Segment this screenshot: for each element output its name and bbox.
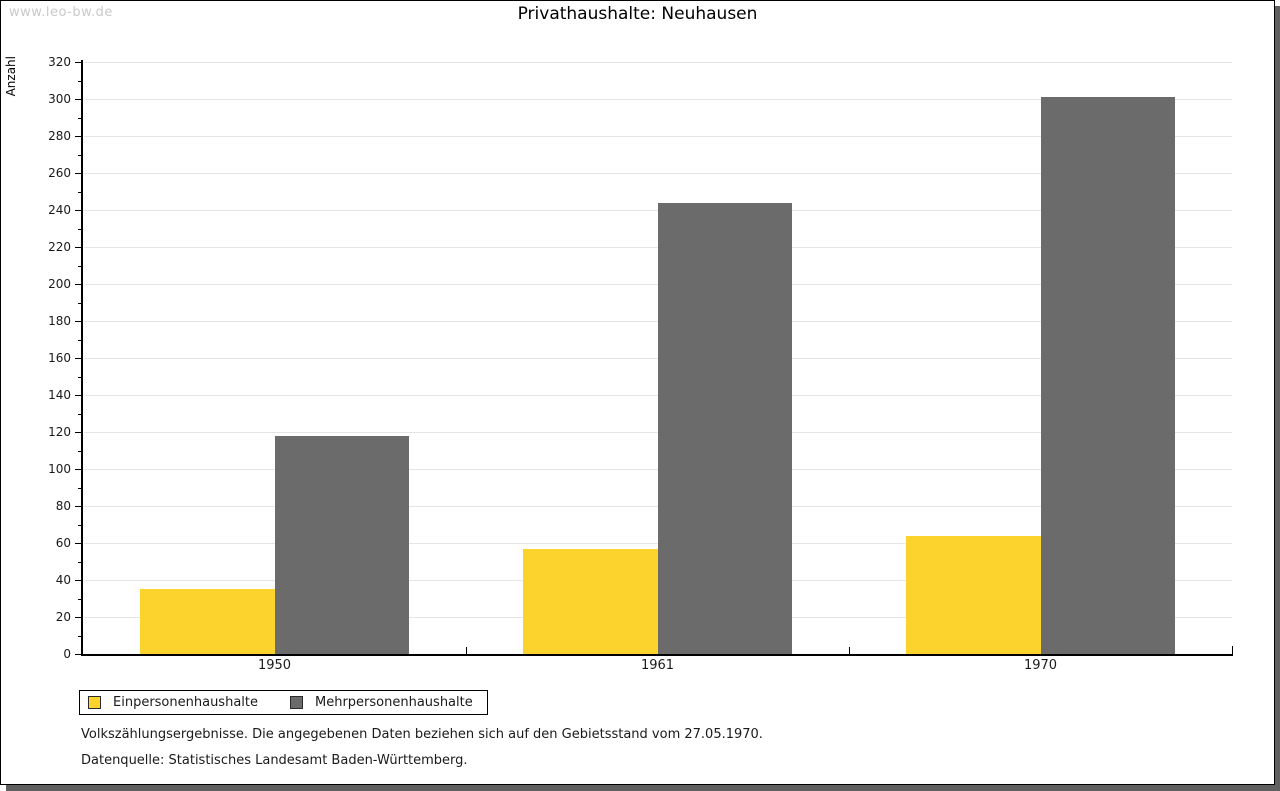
footnote-source-note: Volkszählungsergebnisse. Die angegebenen… [81, 727, 763, 742]
y-axis-minor-tick [78, 155, 82, 156]
y-axis-minor-tick [78, 192, 82, 193]
y-axis-minor-tick [78, 377, 82, 378]
y-axis-tick-label: 100 [48, 462, 71, 476]
y-axis-minor-tick [78, 414, 82, 415]
y-axis-tick-label: 220 [48, 240, 71, 254]
y-axis-tick-label: 320 [48, 55, 71, 69]
y-axis-major-tick [75, 210, 82, 211]
x-axis-end-tick [1232, 646, 1233, 654]
x-axis-category-label: 1970 [1023, 658, 1058, 673]
y-axis-major-tick [75, 284, 82, 285]
legend-label: Mehrpersonenhaushalte [315, 695, 473, 710]
y-gridline [84, 173, 1232, 174]
y-axis-tick-label: 60 [55, 536, 71, 550]
y-axis-tick-label: 300 [48, 92, 71, 106]
y-axis-minor-tick [78, 599, 82, 600]
y-axis-major-tick [75, 173, 82, 174]
legend-label: Einpersonenhaushalte [113, 695, 258, 710]
y-axis-major-tick [75, 395, 82, 396]
x-axis-boundary-tick [466, 647, 467, 654]
y-axis-major-tick [75, 136, 82, 137]
bar-mehrpersonenhaushalte-1970 [1040, 97, 1175, 654]
legend-item-einpersonenhaushalte: Einpersonenhaushalte [88, 695, 258, 710]
y-axis-major-tick [75, 99, 82, 100]
y-axis-minor-tick [78, 266, 82, 267]
chart-legend: Einpersonenhaushalte Mehrpersonenhaushalt… [79, 690, 488, 715]
y-axis-minor-tick [78, 340, 82, 341]
y-axis-tick-label: 120 [48, 425, 71, 439]
footnote-data-source: Datenquelle: Statistisches Landesamt Bad… [81, 753, 468, 768]
y-axis-major-tick [75, 654, 82, 655]
y-axis-major-tick [75, 432, 82, 433]
y-axis-tick-label: 140 [48, 388, 71, 402]
y-axis-minor-tick [78, 229, 82, 230]
bar-einpersonenhaushalte-1950 [140, 589, 275, 654]
y-axis-minor-tick [78, 81, 82, 82]
y-axis-major-tick [75, 617, 82, 618]
y-axis-major-tick [75, 506, 82, 507]
legend-item-mehrpersonenhaushalte: Mehrpersonenhaushalte [290, 695, 473, 710]
watermark-url: www.leo-bw.de [9, 5, 113, 20]
x-axis-category-label: 1961 [640, 658, 675, 673]
y-axis-tick-label: 200 [48, 277, 71, 291]
y-axis-line [81, 60, 83, 656]
y-axis-tick-label: 240 [48, 203, 71, 217]
bar-einpersonenhaushalte-1970 [906, 535, 1041, 654]
y-axis-major-tick [75, 358, 82, 359]
legend-swatch-icon [88, 696, 101, 709]
bar-mehrpersonenhaushalte-1950 [274, 435, 409, 654]
bar-einpersonenhaushalte-1961 [523, 548, 658, 654]
chart-title: Privathaushalte: Neuhausen [517, 4, 758, 24]
x-axis-line [81, 654, 1233, 656]
y-axis-minor-tick [78, 636, 82, 637]
y-axis-major-tick [75, 62, 82, 63]
x-axis-category-label: 1950 [257, 658, 292, 673]
y-axis-tick-label: 260 [48, 166, 71, 180]
y-axis-major-tick [75, 321, 82, 322]
y-axis-tick-label: 160 [48, 351, 71, 365]
y-axis-major-tick [75, 543, 82, 544]
y-axis-tick-label: 280 [48, 129, 71, 143]
y-axis-major-tick [75, 580, 82, 581]
y-axis-tick-label: 0 [63, 647, 71, 661]
y-gridline [84, 62, 1232, 63]
y-axis-tick-label: 80 [55, 499, 71, 513]
x-axis-boundary-tick [849, 647, 850, 654]
y-axis-minor-tick [78, 303, 82, 304]
y-axis-minor-tick [78, 118, 82, 119]
y-axis-tick-label: 40 [55, 573, 71, 587]
y-gridline [84, 99, 1232, 100]
bar-mehrpersonenhaushalte-1961 [657, 202, 792, 654]
y-axis-tick-label: 180 [48, 314, 71, 328]
legend-swatch-icon [290, 696, 303, 709]
y-axis-major-tick [75, 247, 82, 248]
y-gridline [84, 136, 1232, 137]
y-axis-minor-tick [78, 525, 82, 526]
y-axis-minor-tick [78, 451, 82, 452]
y-axis-tick-label: 20 [55, 610, 71, 624]
y-axis-minor-tick [78, 488, 82, 489]
y-axis-minor-tick [78, 562, 82, 563]
y-axis-major-tick [75, 469, 82, 470]
